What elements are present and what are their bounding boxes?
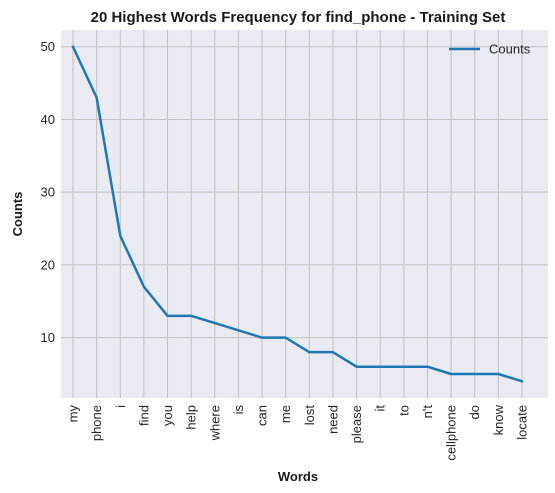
y-tick-label: 50 [41, 39, 55, 54]
x-tick-label: is [231, 405, 246, 415]
x-tick-labels: my phone i find you help where is can me lost need p… [66, 404, 530, 460]
plot-area [61, 30, 548, 398]
x-tick-label: i [113, 405, 128, 408]
x-tick-label: me [278, 405, 293, 423]
x-tick-label: where [207, 405, 222, 441]
y-tick-label: 40 [41, 112, 55, 127]
x-axis-label: Words [278, 469, 318, 484]
x-tick-label: you [160, 405, 175, 426]
x-tick-label: my [66, 405, 81, 423]
x-tick-label: lost [302, 405, 317, 426]
x-tick-label: please [349, 405, 364, 443]
x-tick-label: locate [515, 405, 530, 440]
x-tick-label: to [396, 405, 411, 416]
chart-title: 20 Highest Words Frequency for find_phon… [91, 9, 506, 26]
y-tick-label: 10 [41, 330, 55, 345]
x-tick-label: cellphone [444, 405, 459, 461]
series-line [71, 45, 524, 383]
y-tick-labels: 10 20 30 40 50 [41, 39, 55, 345]
x-tick-label: know [491, 404, 506, 435]
legend: Counts [449, 42, 531, 57]
series-lines [71, 45, 524, 383]
x-tick-label: help [184, 405, 199, 430]
y-tick-label: 20 [41, 257, 55, 272]
x-tick-label: phone [89, 405, 104, 441]
x-tick-label: find [136, 405, 151, 426]
x-tick-label: n't [420, 405, 435, 419]
y-tick-label: 30 [41, 185, 55, 200]
x-tick-label: need [325, 405, 340, 434]
x-tick-label: do [467, 405, 482, 419]
x-tick-label: it [373, 405, 388, 412]
legend-label: Counts [489, 42, 531, 57]
grid-lines [61, 30, 548, 398]
x-tick-label: can [255, 405, 270, 426]
y-axis-label: Counts [10, 192, 25, 237]
